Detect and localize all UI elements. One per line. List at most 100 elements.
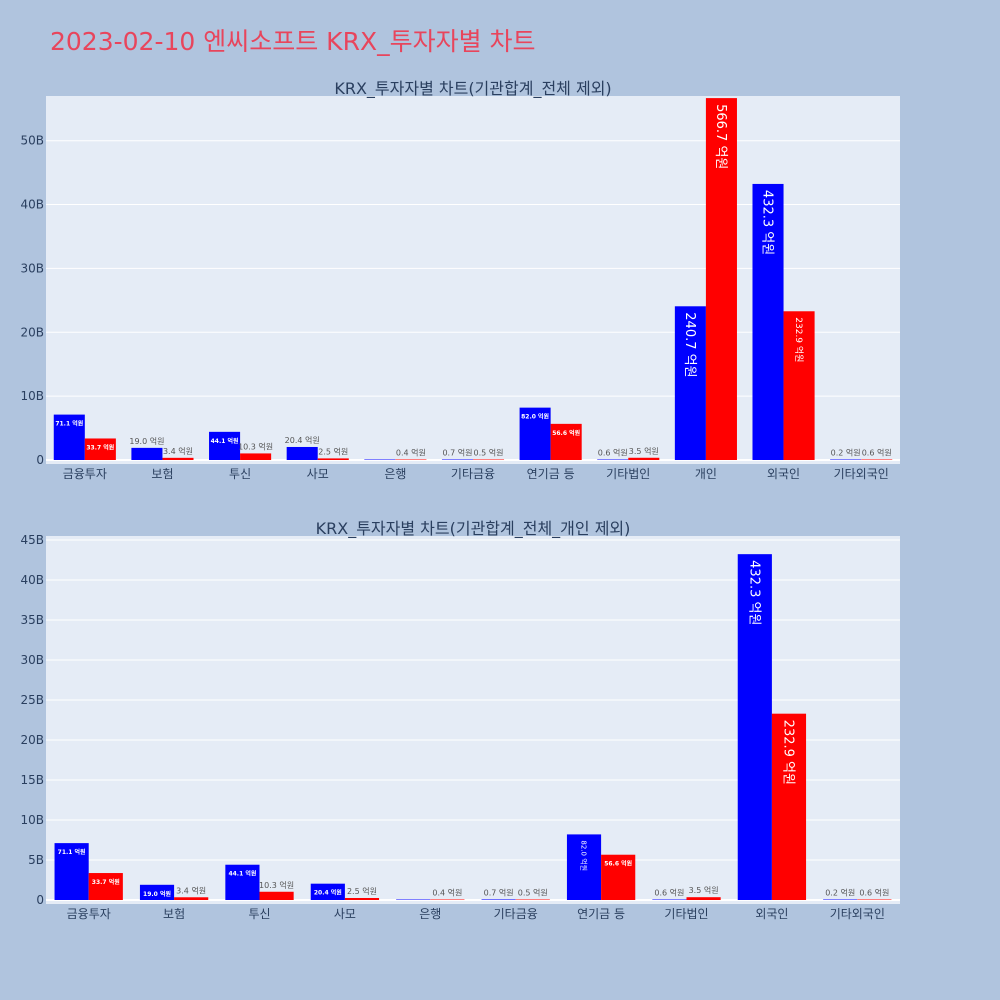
y-tick-label: 30B xyxy=(20,261,44,275)
bar-buy xyxy=(628,457,660,460)
x-tick-label: 투신 xyxy=(229,467,251,481)
data-label: 10.3 억원 xyxy=(238,441,273,451)
bar-buy xyxy=(473,459,505,460)
bar-sell xyxy=(286,446,318,460)
data-label: 2.5 억원 xyxy=(318,446,348,456)
bar-sell xyxy=(566,834,602,900)
bar-buy xyxy=(857,899,892,900)
bar-sell xyxy=(139,884,175,900)
bar-sell xyxy=(823,899,858,900)
data-label: 432.3 억원 xyxy=(760,190,775,255)
bar-sell xyxy=(737,554,772,900)
data-label: 44.1 억원 xyxy=(228,870,256,878)
x-tick-label: 기타외국인 xyxy=(834,467,889,481)
x-tick-label: 사모 xyxy=(307,467,329,481)
x-tick-label: 기타금융 xyxy=(494,907,538,921)
data-label: 33.7 억원 xyxy=(86,443,114,451)
bar-buy xyxy=(259,891,294,900)
data-label: 3.5 억원 xyxy=(629,446,659,456)
y-tick-label: 20B xyxy=(20,325,44,339)
data-label: 232.9 억원 xyxy=(781,720,796,785)
bar-buy xyxy=(705,98,737,461)
y-tick-label: 50B xyxy=(20,134,44,148)
bar-buy xyxy=(550,423,582,460)
data-label: 0.2 억원 xyxy=(831,448,861,458)
data-label: 232.9 억원 xyxy=(793,317,805,362)
data-label: 0.7 억원 xyxy=(442,448,472,458)
data-label: 0.4 억원 xyxy=(432,888,462,898)
page-title: 2023-02-10 엔씨소프트 KRX_투자자별 차트 xyxy=(50,27,536,56)
bar-sell xyxy=(752,183,784,460)
x-tick-label: 사모 xyxy=(334,907,356,921)
x-tick-label: 외국인 xyxy=(767,467,800,481)
x-tick-label: 개인 xyxy=(695,467,717,481)
bar-buy xyxy=(601,854,636,900)
bar-sell xyxy=(131,447,163,460)
data-label: 2.5 억원 xyxy=(347,886,377,896)
x-tick-label: 연기금 등 xyxy=(577,907,625,921)
data-label: 432.3 억원 xyxy=(746,560,761,625)
bar-sell xyxy=(674,306,706,460)
x-tick-label: 연기금 등 xyxy=(527,467,575,481)
x-tick-label: 기타외국인 xyxy=(830,907,885,921)
bar-sell xyxy=(364,459,396,460)
bar-buy xyxy=(317,458,349,460)
chart-title: KRX_투자자별 차트(기관합계_전체 제외) xyxy=(334,79,611,99)
bar-sell xyxy=(53,414,85,460)
data-label: 0.6 억원 xyxy=(654,888,684,898)
data-label: 82.0 억원 xyxy=(580,840,589,871)
data-label: 44.1 억원 xyxy=(211,437,239,445)
data-label: 56.6 억원 xyxy=(552,429,580,437)
x-tick-label: 은행 xyxy=(384,466,406,481)
bar-buy xyxy=(395,459,427,460)
x-tick-label: 은행 xyxy=(419,906,441,921)
data-label: 240.7 억원 xyxy=(682,312,697,377)
data-label: 10.3 억원 xyxy=(259,880,294,890)
bar-buy xyxy=(174,897,209,900)
bar-sell xyxy=(519,407,551,460)
data-label: 566.7 억원 xyxy=(713,104,728,169)
bar-buy xyxy=(783,311,815,460)
x-tick-label: 기타법인 xyxy=(606,467,650,481)
bar-sell xyxy=(209,431,241,460)
bar-sell xyxy=(830,459,862,460)
bar-buy xyxy=(861,459,893,460)
x-tick-label: 기타금융 xyxy=(451,467,495,481)
chart-title: KRX_투자자별 차트(기관합계_전체_개인 제외) xyxy=(316,519,631,539)
data-label: 71.1 억원 xyxy=(58,848,86,856)
y-tick-label: 35B xyxy=(20,613,44,627)
data-label: 0.4 억원 xyxy=(396,448,426,458)
bar-buy xyxy=(515,899,550,900)
bar-buy xyxy=(88,873,123,900)
x-tick-label: 보험 xyxy=(151,467,173,481)
bar-buy xyxy=(344,898,380,900)
bar-sell xyxy=(396,899,431,900)
data-label: 82.0 억원 xyxy=(521,413,549,421)
x-tick-label: 기타법인 xyxy=(664,907,708,921)
bar-sell xyxy=(225,864,260,900)
x-tick-label: 금융투자 xyxy=(63,467,107,481)
data-label: 0.6 억원 xyxy=(598,448,628,458)
y-tick-label: 10B xyxy=(20,813,44,827)
bar-sell xyxy=(597,459,629,460)
bar-buy xyxy=(771,713,807,900)
chart-1: 0 10B 20B 30B 40B 50B KRX_투자자별 차트(기관합계_전체 제외) 금… xyxy=(20,79,900,481)
x-tick-label: 금융투자 xyxy=(67,907,111,921)
bar-sell xyxy=(652,899,687,900)
data-label: 20.4 억원 xyxy=(285,435,320,445)
data-label: 33.7 억원 xyxy=(92,878,120,886)
data-label: 20.4 억원 xyxy=(314,889,342,897)
data-label: 19.0 억원 xyxy=(143,890,171,898)
data-label: 71.1 억원 xyxy=(55,420,83,428)
data-label: 0.5 억원 xyxy=(518,888,548,898)
data-label: 3.5 억원 xyxy=(689,885,719,895)
y-tick-label: 20B xyxy=(20,733,44,747)
y-tick-label: 5B xyxy=(28,853,44,867)
bar-buy xyxy=(240,453,272,460)
data-label: 0.2 억원 xyxy=(825,888,855,898)
y-tick-label: 15B xyxy=(20,773,44,787)
data-label: 3.4 억원 xyxy=(163,446,193,456)
y-tick-label: 0 xyxy=(36,453,44,467)
x-tick-label: 투신 xyxy=(248,907,270,921)
